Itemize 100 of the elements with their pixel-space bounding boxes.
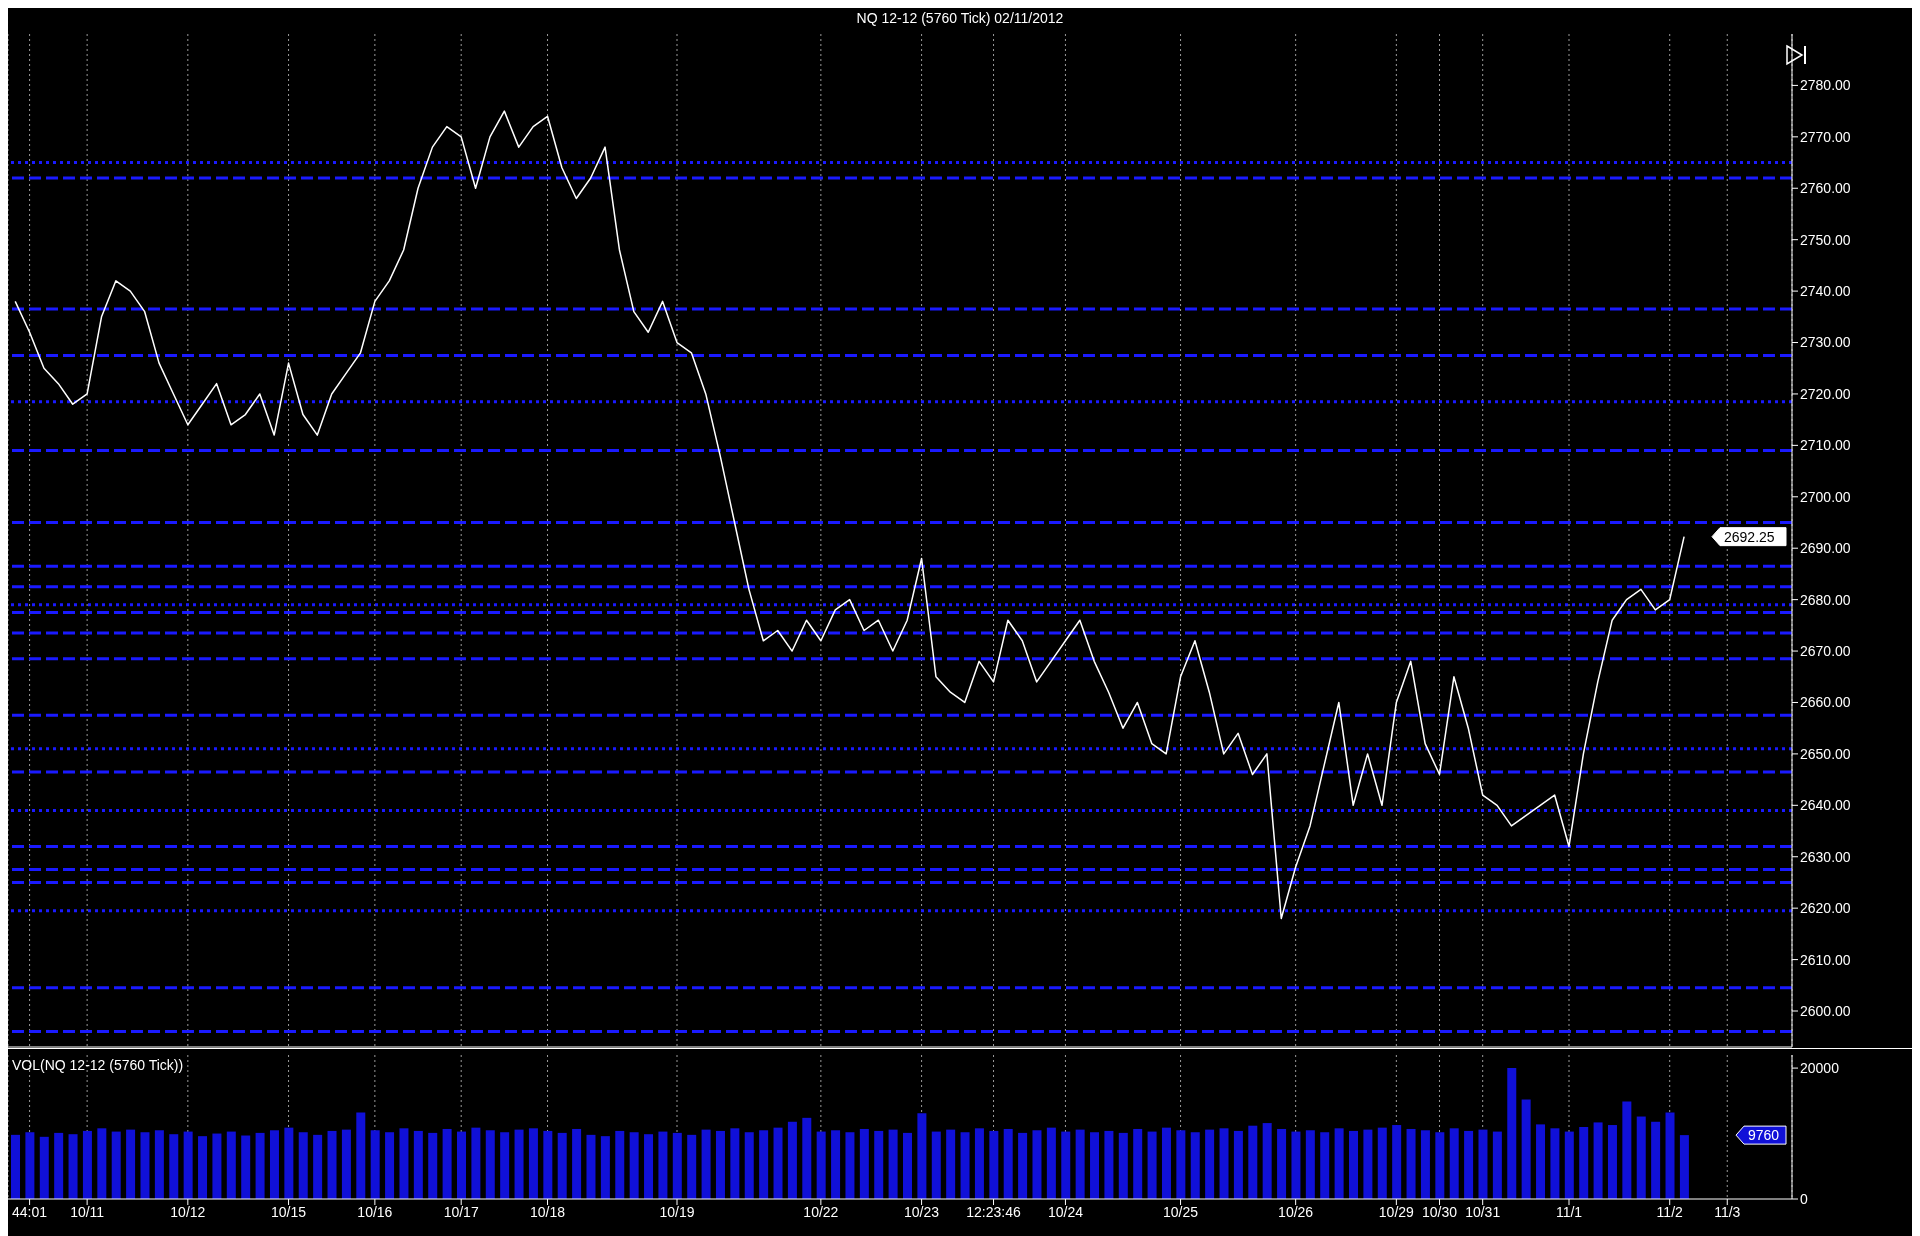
x-tick-label: 10/30 [1421,1203,1458,1220]
bar [111,1131,121,1199]
bar [428,1132,438,1199]
bar [1449,1128,1459,1199]
bar [1478,1129,1488,1199]
bar [960,1132,970,1199]
bar [198,1136,208,1199]
bar [126,1129,136,1199]
bar [931,1131,941,1199]
bar [1406,1128,1416,1199]
bar [1593,1122,1603,1199]
y-tick-label: 2760.00 [1800,180,1851,197]
bar [1118,1132,1128,1199]
x-tick-label: 10/31 [1465,1203,1501,1220]
x-tick-label: 10/19 [659,1203,695,1220]
bar [528,1128,538,1199]
y-tick-label: 2620.00 [1800,900,1851,917]
bar [485,1130,495,1199]
bar [1075,1129,1085,1199]
y-tick-label: 2720.00 [1800,385,1851,402]
y-tick-label: 0 [1800,1190,1808,1207]
x-tick-label: 10/18 [529,1203,566,1220]
bar [816,1131,826,1199]
bar [255,1132,265,1199]
bar [82,1130,92,1199]
bar [1679,1135,1689,1199]
x-tick-label: 10/26 [1278,1203,1314,1220]
y-tick-label: 2630.00 [1800,848,1851,865]
y-tick-label: 2640.00 [1800,797,1851,814]
x-tick-label: 10/16 [357,1203,393,1220]
bar [140,1132,150,1199]
bar [97,1128,107,1199]
bar [1550,1128,1560,1199]
bar [284,1127,294,1199]
bar [241,1135,251,1199]
chart-title: NQ 12-12 (5760 Tick) 02/11/2012 [855,10,1065,26]
x-tick-label: 12:23:46 [966,1203,1021,1220]
bar [471,1127,481,1199]
bar [888,1129,898,1199]
x-tick-label: 10/25 [1163,1203,1199,1220]
bar [903,1132,912,1199]
bar [629,1132,639,1199]
bar [687,1134,697,1199]
bar [989,1130,999,1199]
bar [615,1130,625,1199]
bar [1636,1116,1646,1199]
annotation: 9760 [1748,1127,1780,1144]
line-series [14,110,1685,920]
x-tick-label: 10/22 [803,1203,839,1220]
bar [11,1134,20,1199]
bar [298,1132,308,1199]
bar [1435,1132,1445,1199]
bar [586,1134,596,1199]
bar [1651,1121,1661,1199]
bar [946,1129,956,1199]
bar [859,1128,869,1199]
bar [1104,1130,1114,1199]
y-tick-label: 2660.00 [1800,694,1851,711]
bar [917,1113,927,1199]
y-tick-label: 2680.00 [1800,591,1851,608]
chart-title: VOL(NQ 12-12 (5760 Tick)) [12,1057,184,1073]
y-tick-label: 2740.00 [1800,283,1851,300]
bar [1392,1125,1402,1199]
bar [1003,1128,1013,1199]
bar [974,1128,984,1199]
bar [1349,1130,1358,1199]
bar [183,1131,193,1199]
x-tick-label: 11/1 [1555,1203,1583,1220]
y-tick-label: 2700.00 [1800,488,1851,505]
x-tick-label: 10/15 [271,1203,307,1220]
bar [356,1112,366,1199]
bar [39,1136,49,1199]
x-tick-label: 10/12 [170,1203,206,1220]
bar [557,1132,567,1199]
x-tick-label: 11/2 [1656,1203,1684,1220]
x-tick-label: 11/3 [1714,1203,1741,1220]
bar [600,1136,610,1199]
bar [1133,1128,1143,1199]
bar [1018,1132,1028,1199]
bar [68,1134,78,1199]
bar [759,1130,769,1199]
bar [1305,1130,1315,1199]
y-tick-label: 2610.00 [1800,951,1851,968]
bar [1377,1127,1387,1199]
bar [1032,1130,1042,1199]
bar [169,1134,179,1199]
bar [1420,1130,1430,1199]
bar [1147,1131,1157,1199]
bar [1248,1125,1258,1199]
bar [269,1130,279,1199]
bar [313,1134,323,1199]
bar [802,1117,812,1199]
bar [874,1130,884,1199]
bar [845,1132,855,1199]
bar [1521,1099,1531,1199]
bar [715,1130,725,1199]
bar [1277,1128,1287,1199]
x-tick-label: 10/23 [904,1203,940,1220]
bar [1061,1131,1071,1199]
bar [1320,1132,1330,1199]
